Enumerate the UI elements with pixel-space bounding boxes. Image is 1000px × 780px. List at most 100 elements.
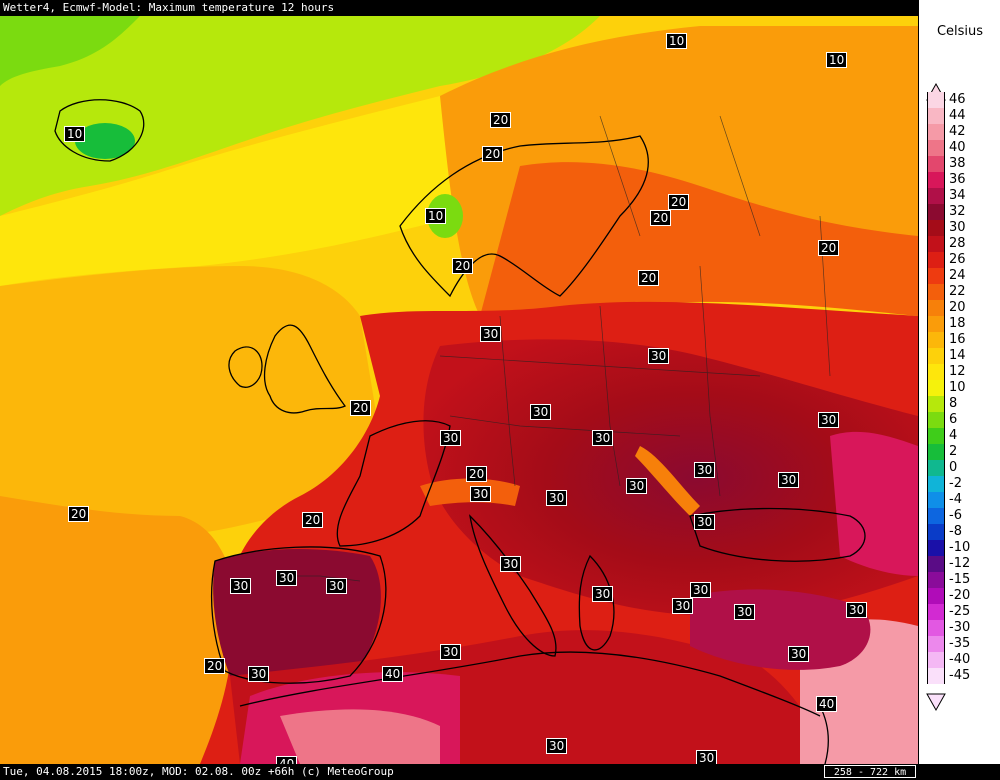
legend-value: 44: [949, 108, 966, 123]
legend-value: 4: [949, 428, 958, 443]
legend-swatch: [927, 284, 945, 300]
atlantic-southwest-zone: [0, 496, 240, 764]
contour-label: 30: [648, 348, 670, 364]
legend-unit-label: Celsius: [936, 24, 984, 39]
legend-value: -12: [949, 556, 971, 571]
contour-label: 30: [734, 604, 756, 620]
contour-label: 30: [440, 644, 462, 660]
contour-label: 20: [452, 258, 474, 274]
legend-swatch: [927, 668, 945, 684]
iceland-cold-spot: [75, 123, 135, 159]
contour-label: 30: [694, 462, 716, 478]
legend-value: -10: [949, 540, 971, 555]
contour-label: 40: [382, 666, 404, 682]
legend-value: -2: [949, 476, 962, 491]
legend-swatch: [927, 348, 945, 364]
footer-info: Tue, 04.08.2015 18:00z, MOD: 02.08. 00z …: [3, 765, 394, 778]
contour-label: 20: [490, 112, 512, 128]
legend-value: -6: [949, 508, 962, 523]
contour-label: 30: [788, 646, 810, 662]
contour-label: 20: [204, 658, 226, 674]
legend-swatch: [927, 124, 945, 140]
legend-swatch: [927, 316, 945, 332]
contour-label: 20: [302, 512, 324, 528]
legend-value: -20: [949, 588, 971, 603]
contour-label: 40: [816, 696, 838, 712]
legend-value: -25: [949, 604, 971, 619]
contour-label: 10: [826, 52, 848, 68]
contour-label: 20: [638, 270, 660, 286]
legend-swatch: [927, 460, 945, 476]
legend-swatch: [927, 268, 945, 284]
legend-value: 40: [949, 140, 966, 155]
legend-swatch: [927, 476, 945, 492]
legend-swatch: [927, 108, 945, 124]
contour-label: 20: [482, 146, 504, 162]
legend-swatch: [927, 556, 945, 572]
contour-label: 30: [276, 570, 298, 586]
legend-down-arrow-icon: [926, 693, 946, 712]
contour-label: 30: [592, 586, 614, 602]
contour-label: 10: [64, 126, 86, 142]
atlantic-mild-zone: [0, 96, 460, 286]
legend-value: 38: [949, 156, 966, 171]
legend-swatch: [927, 204, 945, 220]
legend-swatch: [927, 252, 945, 268]
contour-label: 30: [546, 738, 568, 754]
legend-value: 20: [949, 300, 966, 315]
legend-value: -30: [949, 620, 971, 635]
atlantic-warm-zone: [0, 266, 380, 536]
contour-label: 30: [470, 486, 492, 502]
legend-swatch: [927, 188, 945, 204]
legend-value: 6: [949, 412, 958, 427]
legend-value: 2: [949, 444, 958, 459]
legend-swatch: [927, 380, 945, 396]
baltic-warm-zone: [480, 162, 918, 316]
legend-value: 34: [949, 188, 966, 203]
contour-label: 30: [690, 582, 712, 598]
legend-swatch: [927, 492, 945, 508]
contour-label: 30: [530, 404, 552, 420]
legend-swatch: [927, 236, 945, 252]
legend-value: 42: [949, 124, 966, 139]
legend-value: -45: [949, 668, 971, 683]
legend-value: 46: [949, 92, 966, 107]
arctic-cool-zone: [0, 16, 600, 216]
legend-swatch: [927, 364, 945, 380]
temperature-map-canvas: [0, 16, 918, 764]
legend-swatch: [927, 540, 945, 556]
legend-value: 22: [949, 284, 966, 299]
legend-swatch: [927, 428, 945, 444]
contour-label: 30: [500, 556, 522, 572]
legend-value: -4: [949, 492, 962, 507]
contour-label: 30: [672, 598, 694, 614]
legend-value: 30: [949, 220, 966, 235]
contour-label: 20: [668, 194, 690, 210]
temperature-map[interactable]: 10 10 10 10 20 20 20 20 20 20 20 30 30 3…: [0, 16, 918, 764]
contour-label: 30: [818, 412, 840, 428]
contour-label: 10: [425, 208, 447, 224]
sahara-zone: [280, 709, 440, 764]
legend-swatch: [927, 412, 945, 428]
legend-swatch: [927, 572, 945, 588]
contour-label: 30: [480, 326, 502, 342]
coastlines: [54, 99, 866, 764]
legend-value: 18: [949, 316, 966, 331]
legend-value: 26: [949, 252, 966, 267]
legend-value: 36: [949, 172, 966, 187]
map-scale: 258 - 722 km: [824, 765, 916, 778]
contour-label: 30: [626, 478, 648, 494]
contour-label: 30: [846, 602, 868, 618]
contour-label: 40: [276, 756, 298, 764]
legend-swatch: [927, 396, 945, 412]
map-title: Wetter4, Ecmwf-Model: Maximum temperatur…: [0, 0, 918, 16]
legend-swatch: [927, 636, 945, 652]
contour-label: 30: [230, 578, 252, 594]
legend-value: 8: [949, 396, 958, 411]
legend-value: 14: [949, 348, 966, 363]
legend-value: -8: [949, 524, 962, 539]
legend-swatch: [927, 300, 945, 316]
arctic-cold-zone: [0, 16, 140, 86]
legend-swatch: [927, 652, 945, 668]
legend-value: -35: [949, 636, 971, 651]
